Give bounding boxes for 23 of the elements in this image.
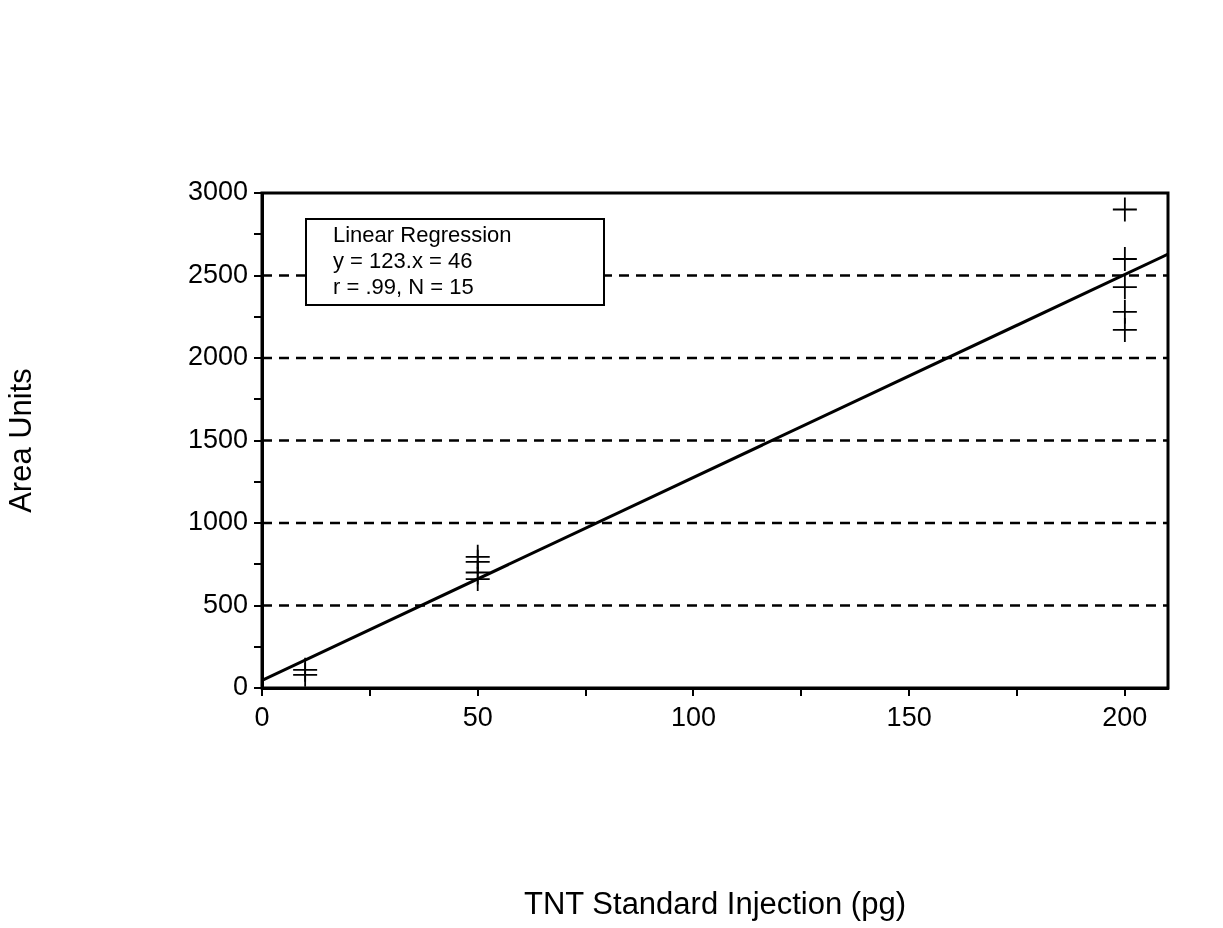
annotation: y = 123.x = 46 [333, 248, 474, 274]
annotation: Linear Regression [333, 222, 513, 248]
y-tick-label: 0 [232, 671, 248, 702]
y-tick-label: 1500 [187, 423, 248, 454]
x-tick-label: 50 [462, 701, 493, 732]
x-tick-label: 100 [670, 701, 716, 732]
text-box: Linear Regression y = 123.x = 46 r = .99, N = 15 [305, 218, 605, 306]
x-tick-label: 200 [1102, 701, 1148, 732]
point [1112, 317, 1137, 342]
y-tick-label: 1000 [187, 506, 248, 537]
point [465, 567, 490, 592]
point [1112, 247, 1137, 271]
point [293, 662, 318, 687]
annotation: r = .99, N = 15 [333, 274, 475, 300]
y-axis-title: Area Units [3, 368, 39, 513]
y-tick-label: 500 [202, 588, 248, 619]
x-tick-label: 0 [254, 701, 270, 732]
x-tick-label: 150 [886, 701, 932, 732]
y-tick-label: 2000 [187, 341, 248, 372]
point [1112, 275, 1137, 300]
x-axis-title: TNT Standard Injection (pg) [524, 885, 906, 921]
y-tick-label: 2500 [187, 258, 248, 289]
y-tick-label: 3000 [187, 176, 248, 207]
